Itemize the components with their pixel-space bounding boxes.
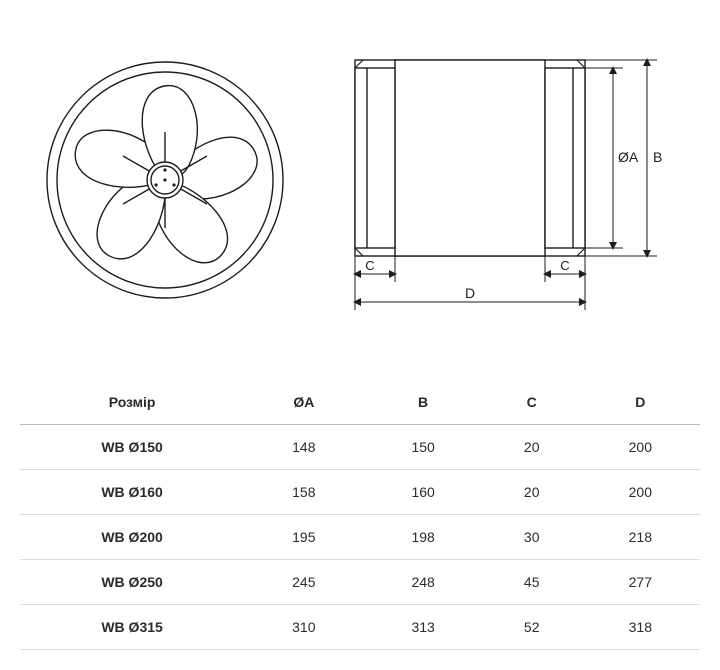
table-cell: WB Ø315 [20,605,244,650]
table-cell: 198 [363,515,482,560]
table-cell: 218 [581,515,700,560]
table-cell: 195 [244,515,363,560]
dim-label-c-left: C [365,258,374,273]
table-cell: 20 [483,425,581,470]
dimensions-table: Розмір ØA B C D WB Ø15014815020200WB Ø16… [20,380,700,650]
table-cell: 310 [244,605,363,650]
table-cell: 277 [581,560,700,605]
table-row: WB Ø15014815020200 [20,425,700,470]
table-row: WB Ø16015816020200 [20,470,700,515]
table-row: WB Ø31531031352318 [20,605,700,650]
table-row: WB Ø25024524845277 [20,560,700,605]
table-cell: 20 [483,470,581,515]
dim-label-d: D [465,285,475,301]
dim-label-oa: ØA [618,149,639,165]
col-c: C [483,380,581,425]
technical-drawings: ØA B C C [20,20,700,340]
table-cell: 148 [244,425,363,470]
table-cell: 158 [244,470,363,515]
dim-label-c-right: C [560,258,569,273]
table-cell: 313 [363,605,482,650]
table-cell: 160 [363,470,482,515]
table-cell: 248 [363,560,482,605]
col-oa: ØA [244,380,363,425]
col-d: D [581,380,700,425]
table-cell: 52 [483,605,581,650]
table-cell: 30 [483,515,581,560]
dim-label-b: B [653,149,662,165]
col-b: B [363,380,482,425]
table-cell: WB Ø160 [20,470,244,515]
table-cell: WB Ø200 [20,515,244,560]
table-cell: 200 [581,425,700,470]
table-header-row: Розмір ØA B C D [20,380,700,425]
table-cell: 45 [483,560,581,605]
table-cell: 200 [581,470,700,515]
table-cell: 245 [244,560,363,605]
table-cell: WB Ø150 [20,425,244,470]
fan-front-view [35,50,295,310]
table-cell: 318 [581,605,700,650]
spec-sheet: ØA B C C [0,0,720,670]
col-size: Розмір [20,380,244,425]
fan-side-view: ØA B C C [325,30,685,330]
table-cell: 150 [363,425,482,470]
table-cell: WB Ø250 [20,560,244,605]
table-row: WB Ø20019519830218 [20,515,700,560]
